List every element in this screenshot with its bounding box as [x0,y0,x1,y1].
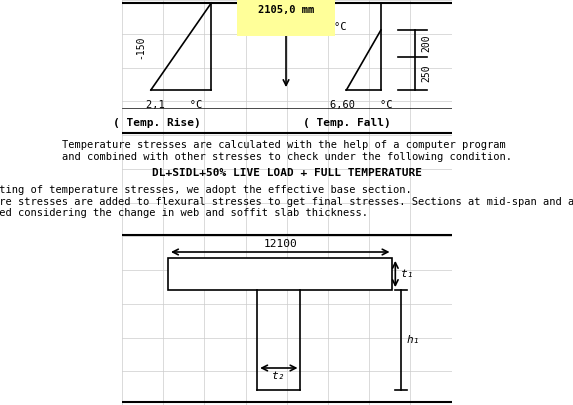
Text: 250: 250 [421,64,431,82]
Text: 200: 200 [421,34,431,52]
Text: DL+SIDL+50% LIVE LOAD + FULL TEMPERATURE: DL+SIDL+50% LIVE LOAD + FULL TEMPERATURE [152,168,422,178]
Text: t₁: t₁ [401,269,414,279]
Text: 2105,0 mm: 2105,0 mm [258,5,314,15]
Text: t₂: t₂ [272,371,285,381]
Text: ( Temp. Fall): ( Temp. Fall) [303,118,390,128]
Text: Temperature stresses are calculated with the help of a computer program
and comb: Temperature stresses are calculated with… [62,140,512,162]
Text: For computing of temperature stresses, we adopt the effective base section.
Temp: For computing of temperature stresses, w… [0,185,573,218]
Text: 12100: 12100 [264,239,297,249]
Text: 0,8 °C: 0,8 °C [309,22,347,32]
Text: 2,1    °C: 2,1 °C [146,100,202,110]
Text: ( Temp. Rise): ( Temp. Rise) [113,118,201,128]
Text: 6,60    °C: 6,60 °C [329,100,392,110]
Bar [168,258,393,290]
Text: -150: -150 [135,35,146,59]
Text: h₁: h₁ [407,335,421,345]
